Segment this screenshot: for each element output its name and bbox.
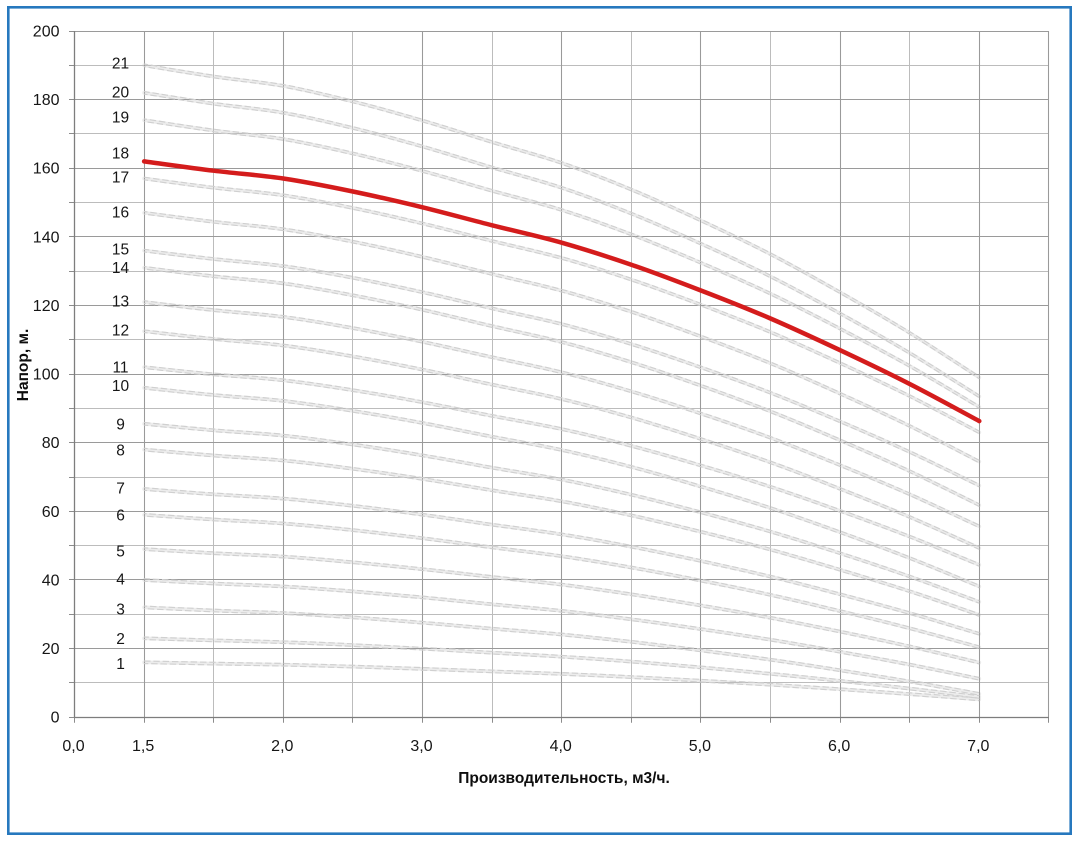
svg-text:Производительность, м3/ч.: Производительность, м3/ч. bbox=[458, 770, 670, 787]
svg-text:160: 160 bbox=[33, 161, 60, 178]
svg-text:21: 21 bbox=[112, 55, 129, 72]
svg-text:10: 10 bbox=[112, 378, 130, 395]
svg-text:13: 13 bbox=[112, 293, 129, 310]
svg-text:Напор, м.: Напор, м. bbox=[15, 329, 32, 402]
svg-text:60: 60 bbox=[42, 504, 60, 521]
svg-text:2,0: 2,0 bbox=[271, 738, 293, 755]
svg-text:180: 180 bbox=[33, 92, 60, 109]
svg-text:16: 16 bbox=[112, 204, 129, 221]
svg-text:140: 140 bbox=[33, 229, 60, 246]
svg-text:3: 3 bbox=[116, 601, 125, 618]
svg-text:80: 80 bbox=[42, 435, 60, 452]
svg-text:0: 0 bbox=[51, 710, 60, 727]
svg-text:18: 18 bbox=[112, 145, 129, 162]
svg-text:20: 20 bbox=[42, 641, 60, 658]
svg-text:3,0: 3,0 bbox=[410, 738, 432, 755]
svg-text:8: 8 bbox=[116, 442, 125, 459]
svg-text:6: 6 bbox=[116, 507, 125, 524]
svg-text:5,0: 5,0 bbox=[689, 738, 711, 755]
svg-text:7: 7 bbox=[116, 480, 125, 497]
svg-text:20: 20 bbox=[112, 84, 130, 101]
svg-text:2: 2 bbox=[116, 631, 125, 648]
svg-text:120: 120 bbox=[33, 298, 60, 315]
svg-text:0,0: 0,0 bbox=[62, 738, 84, 755]
svg-text:17: 17 bbox=[112, 169, 129, 186]
svg-text:4: 4 bbox=[116, 571, 125, 588]
svg-text:19: 19 bbox=[112, 109, 129, 126]
svg-text:1: 1 bbox=[116, 656, 125, 673]
svg-text:7,0: 7,0 bbox=[967, 738, 989, 755]
svg-text:5: 5 bbox=[116, 543, 125, 560]
svg-text:9: 9 bbox=[116, 416, 125, 433]
svg-text:40: 40 bbox=[42, 573, 60, 590]
svg-text:14: 14 bbox=[112, 260, 130, 277]
svg-text:6,0: 6,0 bbox=[828, 738, 850, 755]
svg-text:100: 100 bbox=[33, 367, 60, 384]
svg-text:1,5: 1,5 bbox=[132, 738, 154, 755]
svg-text:15: 15 bbox=[112, 241, 129, 258]
svg-text:4,0: 4,0 bbox=[550, 738, 572, 755]
svg-text:200: 200 bbox=[33, 24, 60, 41]
svg-text:11: 11 bbox=[112, 359, 128, 376]
svg-text:12: 12 bbox=[112, 322, 129, 339]
